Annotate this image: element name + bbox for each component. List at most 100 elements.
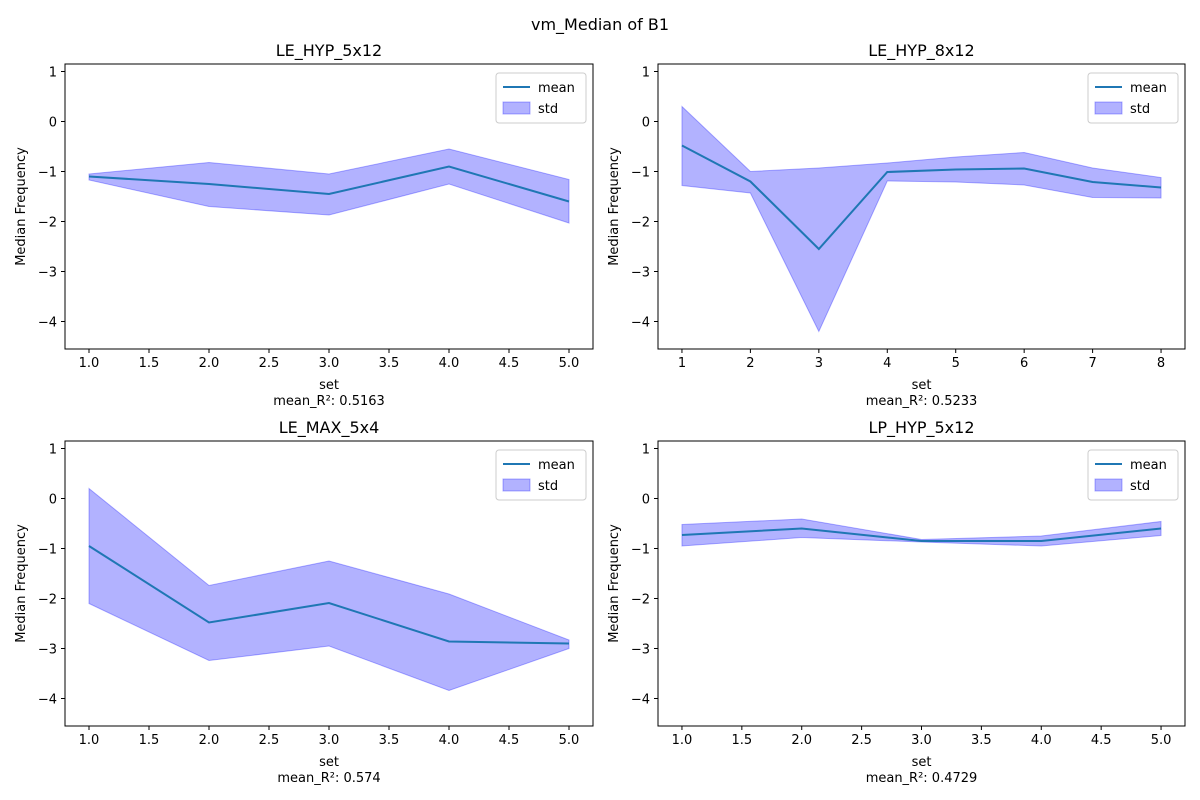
y-axis-label: Median Frequency (607, 524, 622, 643)
legend-std-label: std (1130, 479, 1150, 494)
x-tick-label: 3.5 (379, 733, 400, 748)
subplot-title: LE_HYP_8x12 (868, 41, 974, 61)
x-tick-label: 5.0 (559, 733, 580, 748)
y-tick-label: −2 (631, 216, 650, 231)
subplot-title: LE_MAX_5x4 (279, 418, 380, 438)
x-tick-label: 1.5 (139, 733, 160, 748)
x-tick-label: 1.0 (79, 733, 100, 748)
x-tick-label: 7 (1088, 356, 1096, 371)
y-axis-label: Median Frequency (14, 147, 29, 266)
y-tick-label: −3 (631, 266, 650, 281)
mean-r2-label: mean_R²: 0.4729 (866, 771, 978, 786)
legend-std-swatch (1094, 101, 1123, 115)
x-tick-label: 6 (1020, 356, 1028, 371)
legend: mean std (1087, 449, 1179, 501)
std-band (88, 487, 570, 692)
y-tick-label: −3 (631, 643, 650, 658)
legend-std-label: std (1130, 102, 1150, 117)
mean-r2-label: mean_R²: 0.5163 (273, 394, 385, 409)
y-tick-label: −4 (38, 693, 57, 708)
legend-std-label: std (538, 102, 558, 117)
y-tick-label: −2 (38, 216, 57, 231)
x-tick-label: 4.0 (439, 356, 460, 371)
legend: mean std (495, 449, 587, 501)
x-tick-label: 4.5 (499, 356, 520, 371)
legend-std-label: std (538, 479, 558, 494)
x-tick-label: 5 (952, 356, 960, 371)
x-tick-label: 5.0 (559, 356, 580, 371)
x-axis-label: set (319, 378, 339, 393)
y-axis-label: Median Frequency (14, 524, 29, 643)
x-tick-label: 2 (746, 356, 754, 371)
y-tick-label: 0 (49, 493, 57, 508)
x-tick-label: 2.5 (259, 356, 280, 371)
axes-frame (657, 63, 1186, 350)
x-tick-label: 2.5 (851, 733, 872, 748)
y-tick-label: 0 (642, 116, 650, 131)
x-tick-label: 1.0 (79, 356, 100, 371)
figure-title: vm_Median of B1 (531, 15, 669, 35)
y-tick-label: 1 (49, 66, 57, 81)
x-tick-label: 3.0 (319, 356, 340, 371)
y-tick-label: 0 (642, 493, 650, 508)
x-tick-label: 1.5 (139, 356, 160, 371)
x-tick-label: 2.0 (791, 733, 812, 748)
x-tick-label: 8 (1157, 356, 1165, 371)
y-tick-label: −1 (38, 543, 57, 558)
mean-r2-label: mean_R²: 0.5233 (866, 394, 978, 409)
y-tick-label: 1 (642, 66, 650, 81)
legend-box (495, 449, 587, 501)
x-tick-label: 3.0 (911, 733, 932, 748)
y-tick-label: −4 (631, 693, 650, 708)
x-tick-label: 5.0 (1151, 733, 1172, 748)
x-tick-label: 3 (815, 356, 823, 371)
x-tick-label: 1 (678, 356, 686, 371)
mean-line (681, 144, 1162, 251)
legend: mean std (495, 72, 587, 124)
subplot-title: LE_HYP_5x12 (276, 41, 382, 61)
legend-mean-label: mean (538, 81, 575, 96)
y-tick-label: −1 (631, 166, 650, 181)
x-tick-label: 2.5 (259, 733, 280, 748)
legend-box (1087, 72, 1179, 124)
y-tick-label: −4 (38, 316, 57, 331)
legend-std-swatch (1094, 478, 1123, 492)
x-tick-label: 3.0 (319, 733, 340, 748)
x-tick-label: 4 (883, 356, 891, 371)
std-band (681, 105, 1162, 333)
x-tick-label: 3.5 (379, 356, 400, 371)
x-tick-label: 4.0 (1031, 733, 1052, 748)
x-tick-label: 4.0 (439, 733, 460, 748)
std-band (681, 518, 1162, 547)
y-tick-label: −2 (631, 593, 650, 608)
legend-std-swatch (502, 101, 531, 115)
y-tick-label: 1 (49, 443, 57, 458)
legend-mean-label: mean (538, 458, 575, 473)
y-tick-label: 1 (642, 443, 650, 458)
x-tick-label: 4.5 (499, 733, 520, 748)
subplot-2: 1 2 3 4 5 6 7 8 1 0 −1 −2 −3 −4 LE_HYP_8x12setmean_R²:… (607, 41, 1186, 409)
x-axis-label: set (319, 755, 339, 770)
y-axis-label: Median Frequency (607, 147, 622, 266)
x-tick-label: 1.0 (672, 733, 693, 748)
legend-mean-label: mean (1130, 458, 1167, 473)
x-tick-label: 3.5 (971, 733, 992, 748)
x-tick-label: 1.5 (731, 733, 752, 748)
mean-r2-label: mean_R²: 0.574 (277, 771, 380, 786)
y-tick-label: −3 (38, 266, 57, 281)
x-tick-label: 4.5 (1091, 733, 1112, 748)
y-tick-label: −3 (38, 643, 57, 658)
y-tick-label: −2 (38, 593, 57, 608)
legend-box (495, 72, 587, 124)
x-tick-label: 2.0 (199, 733, 220, 748)
legend-std-swatch (502, 478, 531, 492)
y-tick-label: −1 (631, 543, 650, 558)
x-tick-label: 2.0 (199, 356, 220, 371)
x-axis-label: set (912, 378, 932, 393)
y-tick-label: −1 (38, 166, 57, 181)
subplot-1: 1.0 1.5 2.0 2.5 3.0 3.5 4.0 4.5 5.0 1 0 −1 −2 −3 −4 LE_… (14, 41, 594, 409)
subplot-title: LP_HYP_5x12 (868, 418, 974, 438)
y-tick-label: 0 (49, 116, 57, 131)
legend-mean-label: mean (1130, 81, 1167, 96)
